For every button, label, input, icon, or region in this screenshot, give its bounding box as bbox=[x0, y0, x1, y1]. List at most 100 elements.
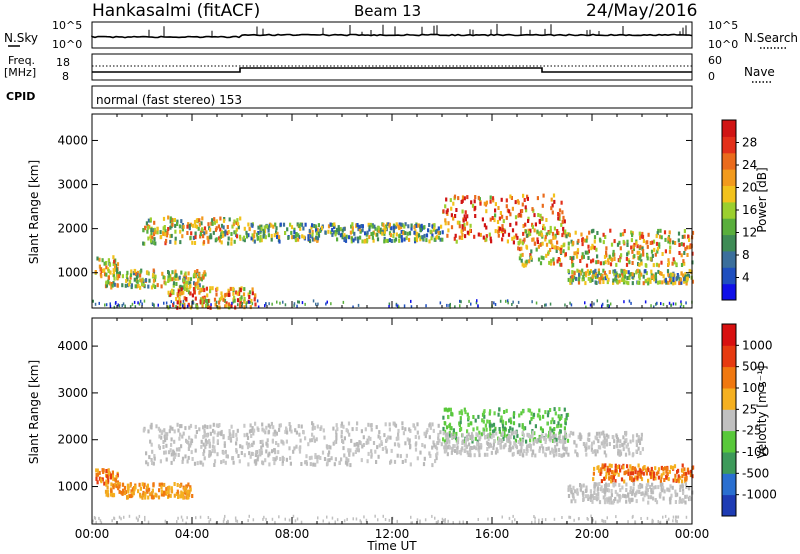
echo-cell bbox=[316, 227, 319, 232]
echo-cell bbox=[614, 496, 617, 501]
echo-cell bbox=[208, 450, 211, 454]
echo-cell bbox=[604, 492, 607, 497]
echo-cell bbox=[112, 485, 115, 490]
echo-cell bbox=[596, 254, 599, 259]
echo-cell bbox=[463, 443, 466, 448]
echo-cell bbox=[550, 259, 553, 263]
echo-cell bbox=[637, 438, 640, 443]
echo-cell bbox=[379, 227, 382, 232]
echo-cell bbox=[626, 252, 629, 257]
echo-cell bbox=[158, 482, 161, 487]
echo-cell bbox=[629, 471, 632, 476]
echo-cell bbox=[664, 249, 667, 254]
echo-cell bbox=[113, 516, 115, 520]
echo-cell bbox=[150, 442, 153, 447]
echo-cell bbox=[518, 449, 521, 454]
echo-cell bbox=[367, 222, 370, 227]
echo-cell bbox=[529, 420, 532, 425]
echo-cell bbox=[506, 208, 509, 213]
echo-cell bbox=[329, 222, 332, 227]
echo-cell bbox=[563, 219, 566, 224]
echo-cell bbox=[362, 443, 365, 447]
echo-cell bbox=[490, 239, 493, 244]
echo-cell bbox=[137, 283, 140, 288]
echo-cell bbox=[202, 275, 205, 280]
echo-cell bbox=[489, 432, 492, 437]
echo-cell bbox=[110, 492, 113, 497]
echo-cell bbox=[492, 422, 496, 427]
echo-cell bbox=[195, 271, 198, 276]
echo-cell bbox=[662, 471, 665, 476]
echo-cell bbox=[190, 450, 193, 455]
echo-cell bbox=[638, 485, 641, 490]
colorbar-segment bbox=[722, 409, 736, 432]
echo-cell bbox=[637, 262, 640, 267]
echo-cell bbox=[490, 435, 493, 440]
echo-cell bbox=[490, 450, 493, 455]
echo-cell bbox=[413, 225, 416, 230]
echo-cell bbox=[400, 225, 403, 229]
echo-cell bbox=[597, 492, 600, 496]
echo-cell bbox=[393, 442, 397, 447]
echo-cell bbox=[184, 275, 188, 280]
echo-cell bbox=[650, 269, 653, 274]
echo-cell bbox=[340, 457, 343, 462]
echo-cell bbox=[554, 444, 557, 449]
echo-cell bbox=[270, 237, 273, 242]
echo-cell bbox=[668, 488, 671, 493]
echo-cell bbox=[668, 278, 672, 283]
echo-cell bbox=[463, 439, 466, 444]
echo-cell bbox=[634, 475, 637, 480]
echo-cell bbox=[403, 304, 406, 308]
echo-cell bbox=[388, 222, 391, 227]
echo-cell bbox=[485, 200, 488, 205]
echo-cell bbox=[619, 439, 622, 444]
echo-cell bbox=[443, 445, 446, 450]
echo-cell bbox=[466, 437, 469, 442]
echo-cell bbox=[175, 282, 178, 286]
y-tick-label: 2000 bbox=[57, 222, 88, 236]
echo-cell bbox=[315, 231, 318, 236]
echo-cell bbox=[631, 515, 634, 519]
echo-cell bbox=[213, 430, 216, 435]
echo-cell bbox=[625, 482, 628, 487]
echo-cell bbox=[651, 240, 654, 245]
echo-cell bbox=[528, 433, 531, 438]
echo-cell bbox=[660, 302, 662, 306]
echo-cell bbox=[194, 274, 197, 279]
echo-cell bbox=[458, 421, 461, 426]
echo-cell bbox=[303, 235, 306, 240]
echo-cell bbox=[390, 239, 393, 243]
echo-cell bbox=[664, 466, 667, 471]
echo-cell bbox=[269, 424, 272, 429]
echo-cell bbox=[572, 240, 575, 245]
echo-cell bbox=[482, 431, 486, 436]
echo-cell bbox=[147, 271, 150, 276]
echo-cell bbox=[357, 303, 360, 307]
echo-cell bbox=[218, 236, 221, 241]
echo-cell bbox=[202, 234, 205, 239]
echo-cell bbox=[625, 270, 628, 274]
echo-cell bbox=[534, 453, 537, 458]
echo-cell bbox=[388, 518, 391, 522]
echo-cell bbox=[502, 219, 505, 224]
echo-cell bbox=[608, 476, 611, 481]
echo-cell bbox=[559, 247, 563, 252]
echo-cell bbox=[262, 428, 265, 433]
echo-cell bbox=[208, 444, 211, 449]
echo-cell bbox=[449, 407, 452, 412]
echo-cell bbox=[433, 225, 436, 230]
echo-cell bbox=[218, 300, 221, 305]
echo-cell bbox=[396, 519, 398, 523]
cpid-panel bbox=[91, 85, 693, 109]
echo-cell bbox=[198, 290, 201, 295]
echo-cell bbox=[154, 274, 157, 279]
echo-cell bbox=[510, 196, 513, 200]
echo-cell bbox=[177, 495, 180, 499]
echo-cell bbox=[234, 516, 237, 520]
echo-cell bbox=[667, 261, 670, 266]
echo-cell bbox=[581, 490, 584, 495]
echo-cell bbox=[642, 249, 645, 254]
echo-cell bbox=[511, 303, 513, 306]
echo-cell bbox=[672, 275, 675, 280]
